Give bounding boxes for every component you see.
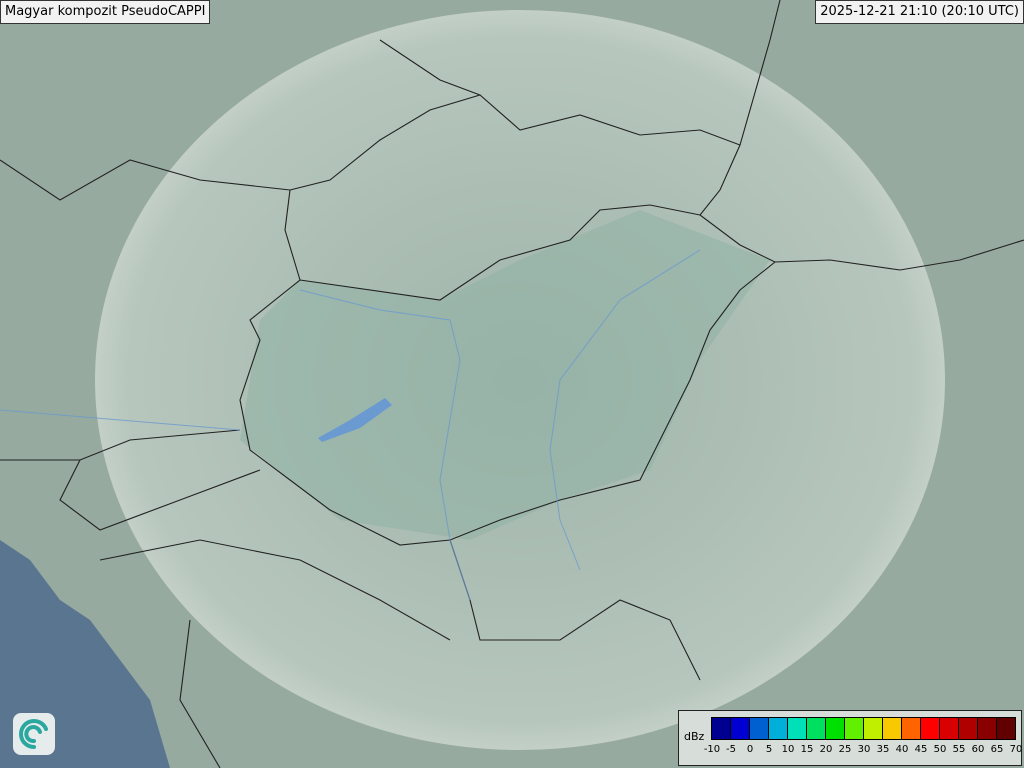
- legend-ticks: -10 -5 0 5 10 15 20 25 30 35 40 45 50 55 60 65 70: [704, 744, 1023, 758]
- legend-tick-label: -10: [703, 744, 721, 755]
- legend-tick-label: 15: [800, 744, 814, 755]
- rivers: [0, 249, 701, 601]
- legend-color-swatch: [807, 718, 826, 739]
- legend-color-swatch: [959, 718, 978, 739]
- legend-tick-label: 65: [990, 744, 1004, 755]
- legend-color-swatch: [921, 718, 940, 739]
- legend-color-swatch: [845, 718, 864, 739]
- legend-tick-label: 60: [971, 744, 985, 755]
- legend-color-swatch: [940, 718, 959, 739]
- legend-tick-label: 55: [952, 744, 966, 755]
- legend-color-swatch: [731, 718, 750, 739]
- legend-tick-label: 50: [933, 744, 947, 755]
- legend-tick-label: 25: [838, 744, 852, 755]
- dbz-color-legend: dBz -10 -5 0 5 10 15 20 25 30 35 40 45 50 55 60 65 70: [678, 710, 1022, 766]
- legend-tick-label: 30: [857, 744, 871, 755]
- legend-tick-label: 5: [765, 744, 773, 755]
- legend-tick-label: 0: [746, 744, 754, 755]
- legend-color-swatch: [902, 718, 921, 739]
- lake-balaton: [318, 398, 392, 442]
- legend-color-swatch: [978, 718, 997, 739]
- legend-tick-label: -5: [726, 744, 736, 755]
- legend-color-swatch: [750, 718, 769, 739]
- legend-color-bar: [711, 717, 1016, 740]
- legend-color-swatch: [864, 718, 883, 739]
- legend-color-swatch: [769, 718, 788, 739]
- legend-tick-label: 20: [819, 744, 833, 755]
- legend-tick-label: 45: [914, 744, 928, 755]
- legend-color-swatch: [788, 718, 807, 739]
- legend-tick-label: 70: [1009, 744, 1023, 755]
- hungary-core-area: [240, 210, 770, 540]
- adriatic-sea: [0, 540, 170, 768]
- legend-color-swatch: [997, 718, 1015, 739]
- map-title: Magyar kompozit PseudoCAPPI: [0, 0, 211, 24]
- legend-color-swatch: [826, 718, 845, 739]
- swirl-logo-icon: [13, 713, 55, 755]
- legend-tick-label: 10: [781, 744, 795, 755]
- legend-tick-label: 35: [876, 744, 890, 755]
- timestamp: 2025-12-21 21:10 (20:10 UTC): [815, 0, 1024, 24]
- legend-color-swatch: [883, 718, 902, 739]
- legend-color-swatch: [712, 718, 731, 739]
- legend-unit: dBz: [684, 730, 705, 743]
- legend-tick-label: 40: [895, 744, 909, 755]
